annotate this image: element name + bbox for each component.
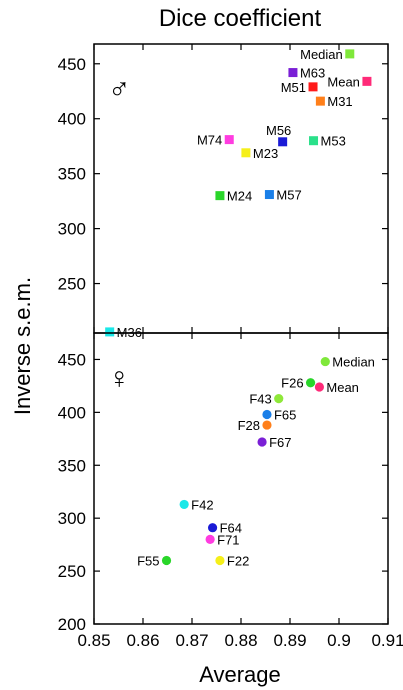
data-point: [345, 49, 355, 59]
data-point: [308, 82, 318, 92]
data-point: [207, 523, 218, 533]
data-point: [305, 378, 316, 388]
data-point: [241, 148, 251, 158]
point-label: F55: [137, 554, 159, 569]
data-point: [257, 437, 267, 447]
data-point: [224, 135, 234, 145]
y-tick-label: 400: [58, 110, 86, 129]
point-label: F67: [269, 435, 291, 450]
point-label: F26: [281, 376, 303, 391]
x-tick-label: 0.85: [77, 631, 110, 650]
data-point: [179, 499, 189, 510]
x-axis-label: Average: [199, 662, 281, 687]
point-label: Mean: [327, 74, 360, 89]
data-point: [105, 327, 115, 337]
data-point: [161, 555, 172, 566]
y-tick-label: 400: [58, 403, 86, 422]
data-point: [288, 68, 298, 78]
y-tick-label: 450: [58, 55, 86, 74]
point-label: M63: [300, 66, 325, 81]
x-tick-label: 0.86: [126, 631, 159, 650]
x-tick-label: 0.88: [224, 631, 257, 650]
point-label: F65: [274, 407, 296, 422]
point-label: M57: [276, 188, 301, 203]
y-tick-label: 350: [58, 165, 86, 184]
point-label: F71: [217, 532, 239, 547]
data-point: [274, 394, 284, 404]
y-tick-label: 450: [58, 350, 86, 369]
point-label: F43: [249, 392, 271, 407]
female-symbol: ♀: [108, 362, 131, 395]
y-axis-label: Inverse s.e.m.: [10, 277, 35, 415]
data-point: [215, 555, 225, 566]
data-point: [264, 190, 274, 200]
data-point: [262, 409, 272, 420]
x-tick-label: 0.91: [371, 631, 403, 650]
data-point: [314, 382, 324, 392]
x-tick-label: 0.9: [327, 631, 351, 650]
point-label: Median: [332, 355, 375, 370]
data-point: [215, 191, 225, 201]
data-point: [309, 136, 319, 146]
x-tick-label: 0.87: [175, 631, 208, 650]
panel-frame: [93, 332, 389, 625]
male-symbol: ♂: [108, 73, 131, 106]
point-label: M51: [281, 80, 306, 95]
y-tick-label: 200: [58, 615, 86, 634]
point-label: M53: [321, 134, 346, 149]
y-tick-label: 300: [58, 509, 86, 528]
point-label: Median: [300, 47, 343, 62]
chart-title: Dice coefficient: [159, 5, 322, 32]
point-label: M23: [253, 146, 278, 161]
data-point: [315, 96, 325, 106]
data-point: [262, 420, 272, 430]
point-label: M24: [227, 189, 252, 204]
x-tick-label: 0.89: [273, 631, 306, 650]
point-label: F28: [238, 418, 260, 433]
data-point: [362, 76, 372, 86]
y-tick-label: 250: [58, 562, 86, 581]
y-tick-label: 300: [58, 220, 86, 239]
point-label: M31: [327, 94, 352, 109]
data-point: [278, 137, 288, 147]
data-point: [205, 534, 215, 544]
point-label: F22: [227, 554, 249, 569]
point-label: M56: [266, 123, 291, 138]
y-tick-label: 350: [58, 456, 86, 475]
y-tick-label: 250: [58, 275, 86, 294]
point-label: F64: [220, 521, 242, 536]
point-label: Mean: [326, 380, 359, 395]
point-label: F42: [191, 497, 213, 512]
point-label: M74: [197, 133, 222, 148]
data-point: [320, 356, 330, 367]
